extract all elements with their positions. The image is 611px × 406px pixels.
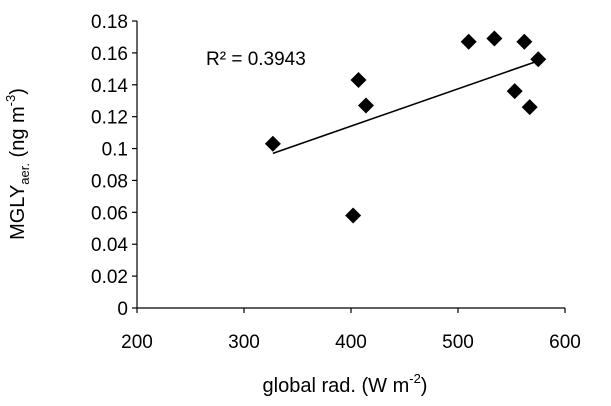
- data-points: [264, 30, 547, 224]
- data-point-8: [516, 33, 533, 50]
- x-axis-title-sup: -2: [409, 371, 421, 386]
- x-axis-title-close: ): [421, 375, 428, 397]
- x-ticks: 200 300 400 500 600: [121, 308, 581, 353]
- y-tick-label: 0.14: [91, 76, 128, 97]
- x-axis: 200 300 400 500 600: [121, 307, 581, 353]
- data-point-4: [357, 97, 374, 114]
- y-tick-label: 0.18: [91, 12, 128, 33]
- y-axis: 0 0.02 0.04 0.06 0.08 0.1 0.12 0.14 0.16 0.18: [91, 12, 138, 320]
- y-tick-label: 0: [117, 299, 128, 320]
- data-point-1: [264, 135, 281, 152]
- y-axis-title: MGLYaer. (ng m-3): [3, 88, 32, 240]
- trendline: [272, 60, 539, 155]
- y-axis-title-mid: (ng m: [7, 106, 29, 163]
- y-axis-title-close: ): [7, 88, 29, 95]
- x-tick-label: 300: [228, 332, 260, 353]
- y-tick-label: 0.04: [91, 235, 128, 256]
- data-point-9: [521, 99, 538, 116]
- r-squared-annotation: R² = 0.3943: [206, 49, 306, 70]
- x-axis-title-main: global rad. (W m: [263, 375, 410, 397]
- y-ticks: 0 0.02 0.04 0.06 0.08 0.1 0.12 0.14 0.16 0.18: [91, 12, 137, 320]
- x-tick-label: 500: [442, 332, 474, 353]
- y-axis-title-main: MGLY: [7, 185, 29, 240]
- data-point-3: [350, 71, 367, 88]
- data-point-7: [506, 83, 523, 100]
- y-axis-title-sup: -3: [3, 95, 18, 107]
- y-tick-label: 0.1: [102, 140, 128, 161]
- y-tick-label: 0.08: [91, 171, 128, 192]
- x-axis-title: global rad. (W m-2): [263, 371, 428, 397]
- data-point-2: [345, 207, 362, 224]
- x-tick-label: 600: [549, 332, 581, 353]
- x-tick-label: 200: [121, 332, 153, 353]
- y-tick-label: 0.06: [91, 203, 128, 224]
- data-point-10: [530, 51, 547, 68]
- y-tick-label: 0.12: [91, 108, 128, 129]
- x-tick-label: 400: [335, 332, 367, 353]
- data-point-5: [460, 33, 477, 50]
- data-point-6: [486, 30, 503, 47]
- y-axis-title-sub: aer.: [17, 163, 32, 185]
- y-tick-label: 0.02: [91, 267, 128, 288]
- y-tick-label: 0.16: [91, 44, 128, 65]
